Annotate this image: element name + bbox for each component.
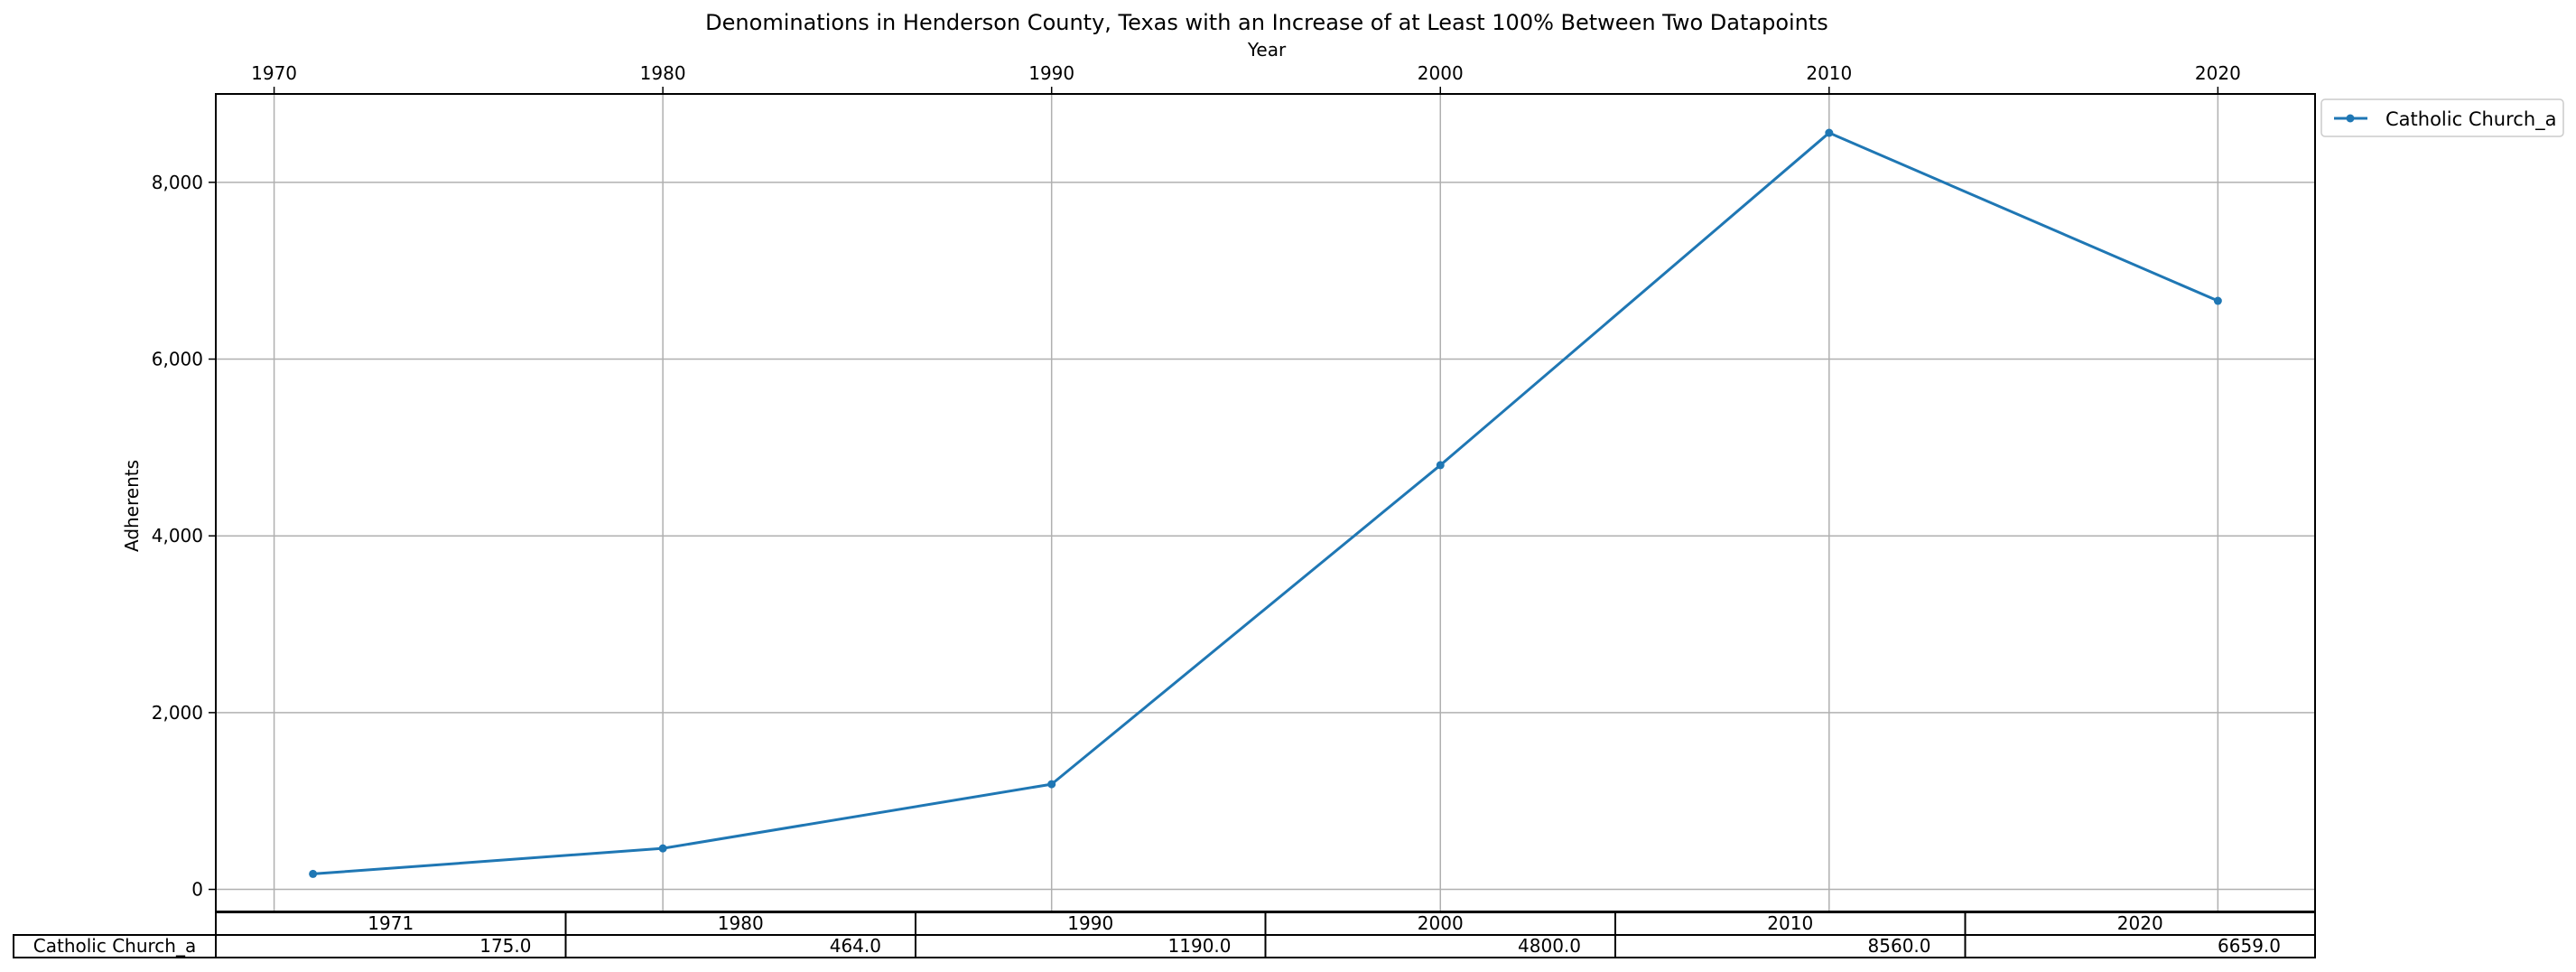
data-point-1971: [309, 869, 318, 878]
data-point-1990: [1047, 780, 1056, 789]
data-point-2020: [2213, 296, 2222, 305]
table-cell-1980: 464.0: [830, 935, 881, 957]
chart-title: Denominations in Henderson County, Texas…: [705, 10, 1828, 35]
y-tick-label-0: 0: [191, 879, 203, 901]
x-axis-label: Year: [1247, 39, 1287, 61]
table-row-label: Catholic Church_a: [33, 935, 196, 957]
table-header-cell-1971: 1971: [367, 912, 414, 934]
plot-frame: [215, 93, 2316, 912]
data-point-2000: [1436, 461, 1445, 470]
data-point-2010: [1825, 128, 1834, 137]
table-header-cell-1980: 1980: [718, 912, 764, 934]
y-tick-label-2000: 2,000: [152, 702, 203, 724]
x-tick-label-2000: 2000: [1418, 62, 1464, 84]
x-tick-label-1970: 1970: [251, 62, 297, 84]
table-cell-2020: 6659.0: [2218, 935, 2281, 957]
table-header-cell-2000: 2000: [1418, 912, 1464, 934]
series-layer: [309, 128, 2222, 878]
table-header-cell-1990: 1990: [1067, 912, 1113, 934]
table-header-cell-2020: 2020: [2117, 912, 2163, 934]
grid: [216, 94, 2315, 911]
y-tick-label-8000: 8,000: [152, 172, 203, 193]
legend: Catholic Church_a: [2320, 98, 2564, 137]
legend-marker: [2346, 114, 2355, 123]
x-tick-label-2020: 2020: [2195, 62, 2241, 84]
data-table: 1971 1980 1990 2000 2010 2020 Catholic Church_…: [13, 911, 2316, 958]
data-point-1980: [658, 844, 667, 853]
y-tick-label-4000: 4,000: [152, 525, 203, 547]
y-ticks: 0 2,000 4,000 6,000 8,000: [152, 172, 216, 901]
legend-label: Catholic Church_a: [2385, 108, 2557, 131]
x-tick-label-2010: 2010: [1806, 62, 1852, 84]
table-cell-2010: 8560.0: [1868, 935, 1931, 957]
x-ticks: 1970 1980 1990 2000 2010 2020: [251, 62, 2241, 94]
table-header-cell-2010: 2010: [1767, 912, 1813, 934]
y-axis-label: Adherents: [121, 460, 143, 552]
table-cell-1971: 175.0: [479, 935, 531, 957]
table-cell-1990: 1190.0: [1168, 935, 1232, 957]
series-line-0: [312, 131, 2218, 875]
legend-box: [2320, 98, 2564, 137]
y-tick-label-6000: 6,000: [152, 349, 203, 370]
x-tick-label-1990: 1990: [1028, 62, 1074, 84]
table-cell-2000: 4800.0: [1518, 935, 1581, 957]
x-tick-label-1980: 1980: [640, 62, 686, 84]
table-data-row: [13, 934, 2316, 958]
